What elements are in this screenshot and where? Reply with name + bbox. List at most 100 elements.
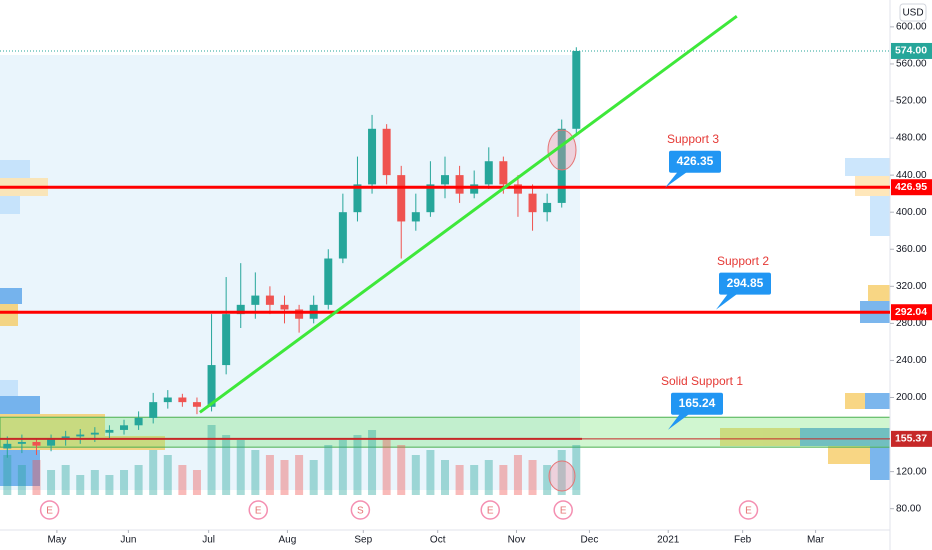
x-tick-label: Jul bbox=[202, 535, 215, 546]
volume-bar bbox=[149, 450, 158, 495]
y-tick-label: 360.00 bbox=[896, 244, 927, 255]
volume-bar bbox=[513, 455, 522, 495]
volume-bar bbox=[441, 460, 449, 495]
last-price-box bbox=[891, 42, 932, 59]
candle-body bbox=[441, 175, 449, 185]
candle-body bbox=[426, 184, 435, 213]
volume-bar bbox=[192, 470, 201, 495]
volume-bar bbox=[207, 425, 216, 495]
currency-box[interactable] bbox=[899, 3, 927, 22]
level-price-box bbox=[891, 304, 932, 321]
volume-bar bbox=[470, 465, 479, 495]
volume-bar bbox=[295, 455, 304, 495]
volume-bar bbox=[134, 465, 143, 495]
y-tick-label: 320.00 bbox=[896, 281, 927, 292]
volume-bar bbox=[382, 440, 391, 495]
candle-body bbox=[543, 202, 552, 213]
volume-bar bbox=[178, 465, 187, 495]
volume-bar bbox=[163, 455, 172, 495]
callout-value: 165.24 bbox=[679, 396, 716, 410]
level-price-box bbox=[891, 179, 932, 196]
x-tick-label: Aug bbox=[279, 535, 297, 546]
volume-bar bbox=[236, 440, 245, 495]
volume-bar bbox=[338, 440, 347, 495]
event-marker bbox=[39, 500, 60, 520]
candle-body bbox=[382, 128, 391, 176]
candle-body bbox=[528, 193, 537, 213]
x-tick-label: Feb bbox=[734, 535, 752, 546]
candle-body bbox=[192, 402, 201, 407]
volume-bar bbox=[265, 455, 274, 495]
candle-body bbox=[513, 184, 522, 194]
candle-body bbox=[411, 212, 420, 222]
event-marker bbox=[480, 500, 500, 520]
volume-bar bbox=[3, 455, 12, 495]
y-tick-label: 560.00 bbox=[896, 59, 927, 70]
callout-box bbox=[669, 150, 721, 173]
candle-body bbox=[32, 441, 41, 446]
y-tick-label: 400.00 bbox=[896, 207, 927, 218]
candle-body bbox=[470, 184, 479, 194]
candle-body bbox=[338, 212, 347, 259]
volume-bar bbox=[280, 460, 289, 495]
volume-bar bbox=[47, 470, 56, 495]
candle-body bbox=[324, 258, 333, 305]
event-marker bbox=[248, 500, 268, 520]
candle-body bbox=[572, 50, 581, 129]
candle-body bbox=[295, 309, 304, 319]
annotation-title: Support 3 bbox=[667, 132, 719, 146]
candle-body bbox=[236, 304, 245, 315]
event-label: S bbox=[357, 506, 364, 517]
y-tick-label: 200.00 bbox=[896, 392, 927, 403]
volume-profile-left bbox=[0, 160, 165, 486]
candle-body bbox=[163, 397, 172, 403]
y-tick-label: 120.00 bbox=[896, 466, 927, 477]
candle-body bbox=[178, 397, 187, 403]
volume-bar bbox=[543, 465, 552, 495]
candle-body bbox=[265, 295, 274, 305]
volume-bar bbox=[251, 450, 260, 495]
y-tick-label: 440.00 bbox=[896, 170, 927, 181]
highlight-circle bbox=[548, 460, 576, 492]
currency: USD bbox=[902, 8, 923, 19]
volume-bar bbox=[222, 435, 231, 495]
level-price-label: 426.95 bbox=[895, 181, 927, 193]
volume-bar bbox=[484, 460, 493, 495]
event-marker bbox=[738, 500, 759, 520]
volume-bar bbox=[528, 460, 537, 495]
event-marker bbox=[350, 500, 371, 520]
level-price-label: 292.04 bbox=[895, 306, 927, 318]
y-tick-label: 600.00 bbox=[896, 22, 927, 33]
event-label: E bbox=[255, 506, 262, 517]
event-label: E bbox=[487, 506, 494, 517]
volume-bar bbox=[499, 465, 508, 495]
x-tick-label: May bbox=[47, 535, 66, 546]
candle-body bbox=[17, 441, 26, 444]
candle-body bbox=[499, 161, 508, 185]
x-tick-label: 2021 bbox=[657, 535, 680, 546]
plot bbox=[0, 47, 891, 495]
y-tick-label: 480.00 bbox=[896, 133, 927, 144]
candle-body bbox=[76, 434, 85, 437]
callout-value: 426.35 bbox=[677, 154, 714, 168]
volume-bar bbox=[572, 445, 581, 495]
level-price-label: 155.37 bbox=[895, 433, 927, 445]
volume-bar bbox=[61, 465, 70, 495]
annotation-title: Support 2 bbox=[717, 254, 769, 268]
volume-bar bbox=[90, 470, 99, 495]
candle-body bbox=[105, 429, 114, 433]
candle-body bbox=[397, 175, 406, 222]
candle-body bbox=[222, 314, 231, 366]
x-tick-label: Sep bbox=[354, 535, 372, 546]
volume-bar bbox=[353, 435, 362, 495]
event-label: E bbox=[560, 506, 567, 517]
annotation-title: Solid Support 1 bbox=[661, 374, 743, 388]
callout-box bbox=[719, 272, 771, 295]
candle-body bbox=[134, 417, 143, 426]
volume-bar bbox=[557, 450, 566, 495]
volume-bar bbox=[32, 460, 41, 495]
volume-bar bbox=[17, 465, 26, 495]
x-tick-label: Oct bbox=[430, 535, 446, 546]
volume-bar bbox=[368, 430, 377, 495]
volume-bar bbox=[455, 465, 464, 495]
